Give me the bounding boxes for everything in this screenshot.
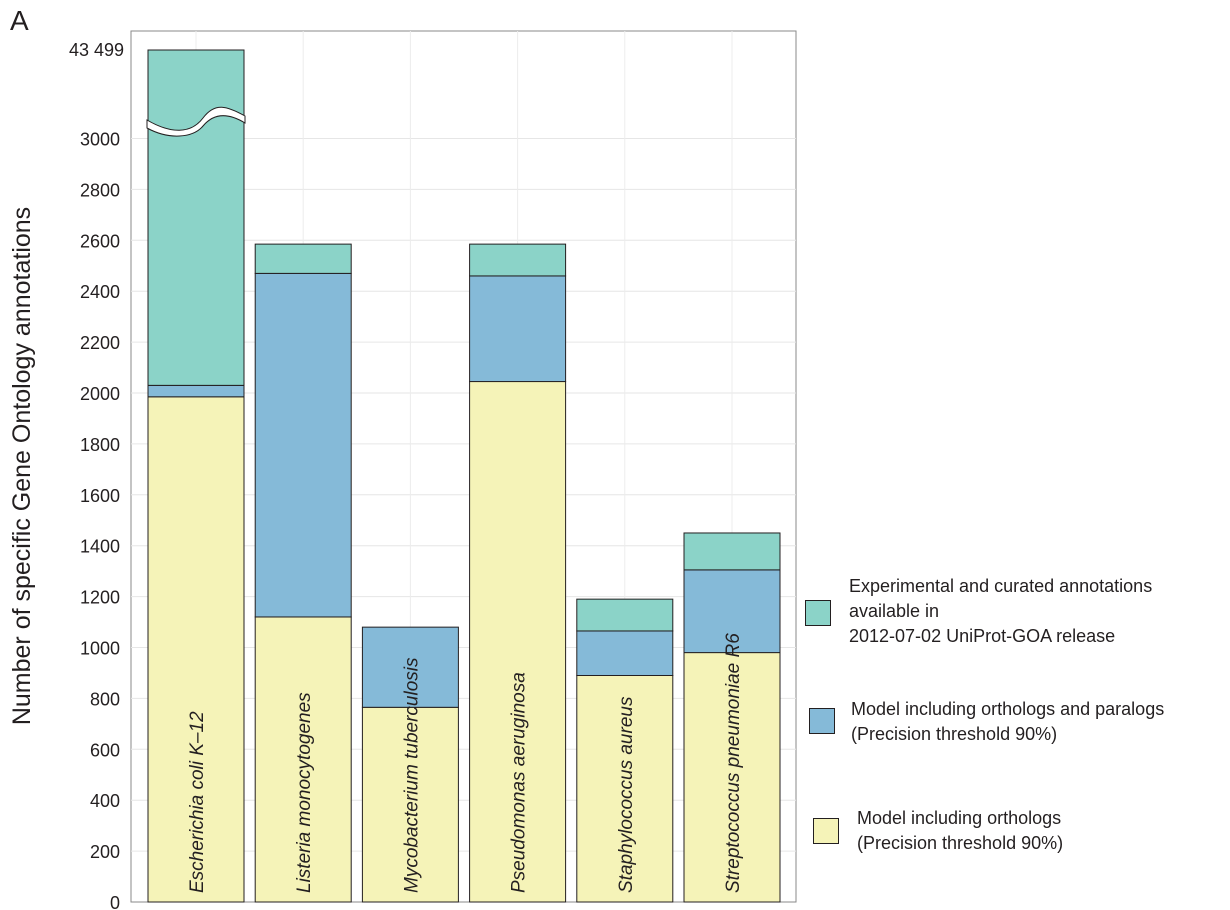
y-tick-label: 1000 xyxy=(80,639,120,659)
bar-segment-experimental xyxy=(469,243,567,277)
y-tick-label: 2000 xyxy=(80,384,120,404)
y-tick-label: 1600 xyxy=(80,486,120,506)
bar-stack: Mycobacterium tuberculosis xyxy=(361,626,459,903)
legend-label-experimental: Experimental and curated annotations avai… xyxy=(849,576,1153,646)
y-tick-label: 0 xyxy=(110,893,120,910)
bar-segment-orthologs-paralogs xyxy=(576,630,674,676)
bar-segment-experimental xyxy=(576,598,674,632)
bar-segment-orthologs xyxy=(254,616,352,903)
y-tick-label: 1400 xyxy=(80,537,120,557)
y-tick-label: 2800 xyxy=(80,180,120,200)
y-tick-label-break-top: 43 499 xyxy=(69,40,124,60)
legend-label-orthologs-paralogs: Model including orthologs and paralogs (P… xyxy=(851,699,1165,744)
bar-segment-orthologs-paralogs xyxy=(361,626,459,708)
y-tick-label: 1800 xyxy=(80,435,120,455)
legend-swatch-experimental xyxy=(805,600,831,626)
bar-segment-experimental xyxy=(683,532,781,571)
bar-segment-experimental xyxy=(147,49,245,386)
legend-swatch-orthologs xyxy=(813,818,839,844)
plot-frame xyxy=(130,30,797,903)
y-tick-label: 3000 xyxy=(80,130,120,150)
y-tick-label: 2400 xyxy=(80,282,120,302)
y-axis: 0 200 400 600 800 1000 1200 1400 1600 1800 2000 220… xyxy=(69,40,124,910)
bar-segment-orthologs xyxy=(576,674,674,903)
y-tick-label: 800 xyxy=(90,689,120,709)
category-label: Listeria monocytogenes xyxy=(294,692,315,893)
y-tick-label: 2200 xyxy=(80,333,120,353)
bar-stack: Escherichia coli K–12 xyxy=(146,49,246,903)
bar-stack: Listeria monocytogenes xyxy=(254,243,352,903)
bar-segment-orthologs xyxy=(683,652,781,903)
y-tick-label: 400 xyxy=(90,791,120,811)
category-label: Staphylococcus aureus xyxy=(616,696,637,893)
bar-segment-orthologs-paralogs xyxy=(469,275,567,383)
bar-segment-experimental xyxy=(254,243,352,274)
bar-stack: Streptococcus pneumoniae R6 xyxy=(683,532,781,903)
bar-segment-orthologs xyxy=(147,396,245,903)
bar-segment-orthologs-paralogs xyxy=(683,569,781,654)
legend-swatch-orthologs-paralogs xyxy=(809,708,835,734)
category-label: Streptococcus pneumoniae R6 xyxy=(723,633,744,893)
bar-stack: Staphylococcus aureus xyxy=(576,598,674,903)
panel-label: A xyxy=(10,5,29,36)
category-label: Escherichia coli K–12 xyxy=(187,711,208,893)
y-axis-label: Number of specific Gene Ontology annotat… xyxy=(8,207,36,725)
bar-segment-orthologs xyxy=(361,706,459,903)
bar-segment-orthologs-paralogs xyxy=(254,272,352,618)
legend-label-orthologs: Model including orthologs (Precision thre… xyxy=(857,808,1064,853)
bar-segment-orthologs xyxy=(469,381,567,903)
y-tick-label: 1200 xyxy=(80,588,120,608)
y-tick-label: 600 xyxy=(90,740,120,760)
bars: Escherichia coli K–12 Listeria monocytoge… xyxy=(146,49,781,903)
category-label: Pseudomonas aeruginosa xyxy=(509,672,530,893)
axis-break-symbol xyxy=(146,106,246,137)
bar-stack: Pseudomonas aeruginosa xyxy=(469,243,567,903)
bar-segment-orthologs-paralogs xyxy=(147,384,245,398)
category-label: Mycobacterium tuberculosis xyxy=(401,657,422,893)
y-tick-label: 200 xyxy=(90,842,120,862)
y-tick-label: 2600 xyxy=(80,231,120,251)
